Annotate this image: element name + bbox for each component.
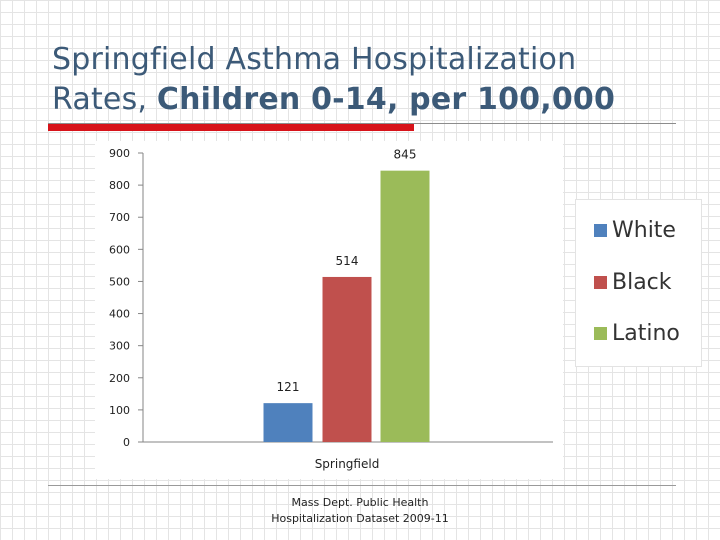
y-tick-label: 100 <box>109 404 130 417</box>
legend-swatch-white <box>594 223 607 237</box>
y-tick-label: 600 <box>109 243 130 256</box>
title-line-2: Rates, Children 0-14, per 100,000 <box>52 80 692 120</box>
title-accent-bar <box>48 124 414 131</box>
legend-item-black: Black <box>594 267 672 297</box>
legend-label-latino: Latino <box>612 320 680 346</box>
chart-legend: White Black Latino <box>575 199 702 367</box>
title-divider <box>48 123 676 124</box>
footer-divider <box>48 485 676 486</box>
legend-swatch-latino <box>594 326 607 340</box>
source-line-2: Hospitalization Dataset 2009-11 <box>271 512 449 525</box>
y-tick-label: 500 <box>109 275 130 288</box>
source-note: Mass Dept. Public Health Hospitalization… <box>210 495 510 527</box>
y-tick-label: 300 <box>109 340 130 353</box>
legend-swatch-black <box>594 275 607 289</box>
bar-white <box>263 403 313 442</box>
title-line-2-regular: Rates, <box>52 82 157 117</box>
y-tick-label: 900 <box>109 147 130 160</box>
chart-panel: 0 100 200 300 400 500 600 700 800 900 121 514 845 Spr… <box>95 141 563 479</box>
legend-item-latino: Latino <box>594 318 680 348</box>
data-label-latino: 845 <box>394 148 417 162</box>
y-tick-label: 200 <box>109 372 130 385</box>
slide-title: Springfield Asthma Hospitalization Rates… <box>52 40 692 120</box>
bar-chart: 0 100 200 300 400 500 600 700 800 900 121 514 845 Spr… <box>109 147 553 471</box>
legend-label-black: Black <box>612 269 672 295</box>
source-line-1: Mass Dept. Public Health <box>291 496 429 509</box>
data-label-white: 121 <box>277 380 300 394</box>
y-tick-label: 800 <box>109 179 130 192</box>
bar-black <box>322 276 372 442</box>
legend-label-white: White <box>612 217 676 243</box>
bar-latino <box>380 170 430 442</box>
title-line-1: Springfield Asthma Hospitalization <box>52 42 577 77</box>
legend-item-white: White <box>594 215 676 245</box>
title-line-2-bold: Children 0-14, per 100,000 <box>156 82 616 117</box>
y-tick-label: 0 <box>123 436 130 449</box>
y-tick-label: 400 <box>109 308 130 321</box>
x-category-label: Springfield <box>315 457 380 471</box>
y-tick-label: 700 <box>109 211 130 224</box>
data-label-black: 514 <box>336 254 359 268</box>
